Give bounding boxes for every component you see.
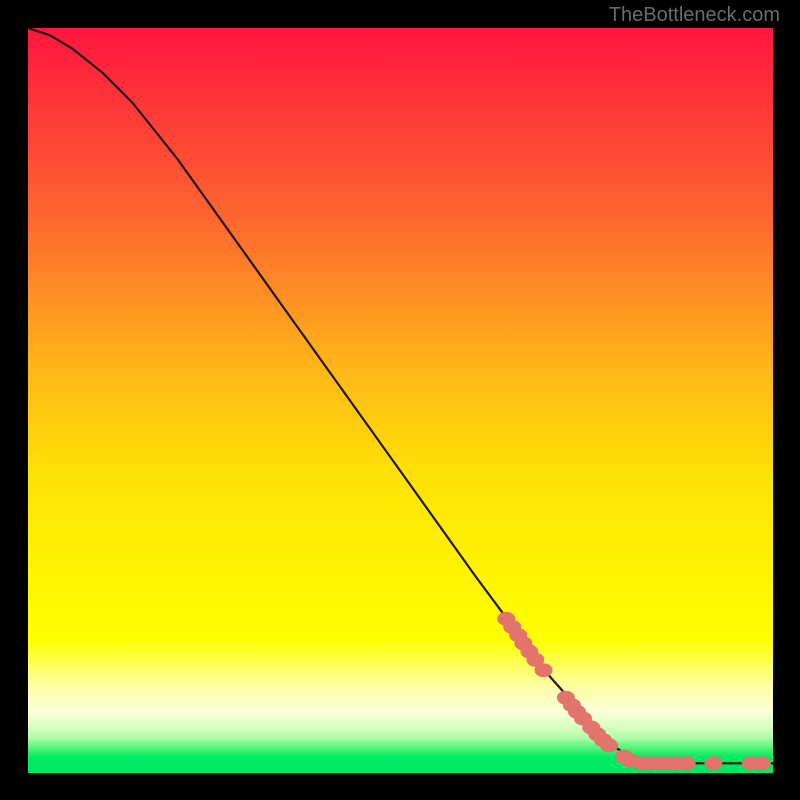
chart-marker (753, 756, 771, 770)
chart-marker (678, 756, 696, 770)
chart-marker (535, 663, 553, 677)
chart-svg (28, 28, 773, 773)
chart-plot-area (28, 28, 773, 773)
chart-background (28, 28, 773, 773)
watermark-label: TheBottleneck.com (609, 4, 780, 27)
chart-marker (704, 756, 722, 770)
chart-marker (600, 738, 618, 752)
